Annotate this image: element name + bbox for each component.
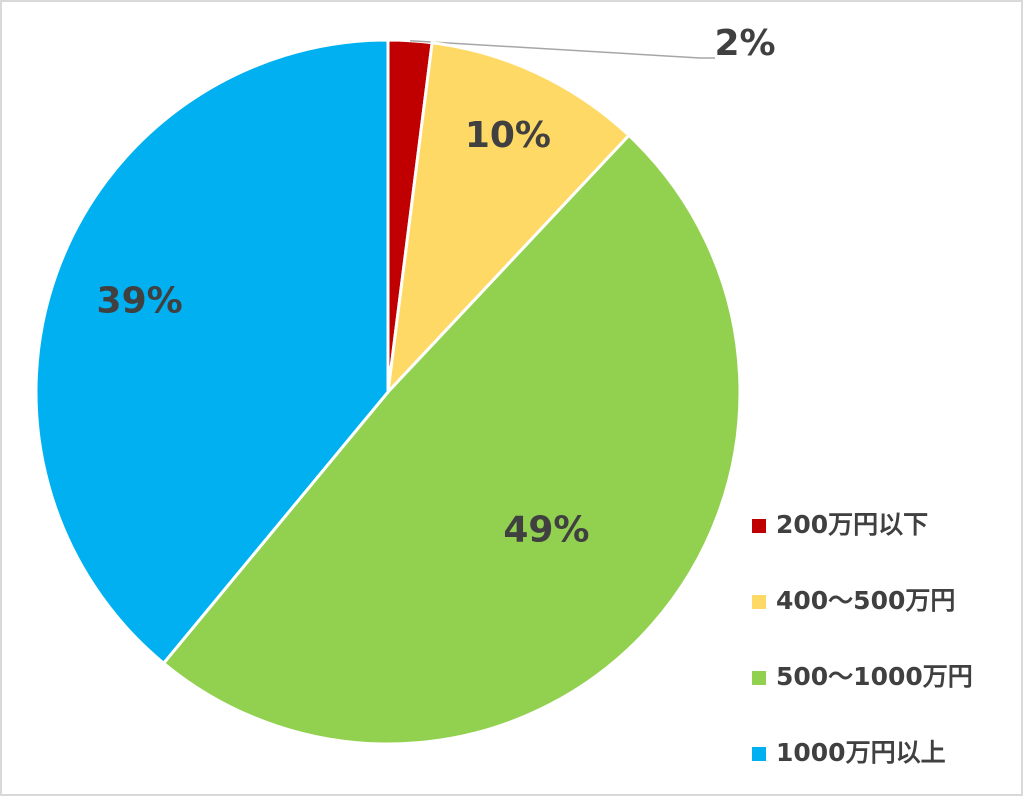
legend-label: 200万円以下 [776, 510, 928, 539]
data-label: 2% [714, 23, 775, 64]
pie-slice [385, 41, 632, 397]
legend-label: 500～1000万円 [776, 662, 973, 691]
pie-slice [161, 133, 742, 746]
legend-label: 400～500万円 [776, 586, 955, 615]
pie-slice [34, 38, 390, 666]
legend-swatch [752, 747, 766, 761]
leader-line [410, 39, 715, 59]
legend-swatch [752, 519, 766, 533]
data-label: 39% [97, 281, 183, 322]
data-label: 49% [503, 510, 589, 551]
legend-label: 1000万円以上 [776, 738, 946, 767]
legend-swatch [752, 595, 766, 609]
data-label: 10% [465, 115, 551, 156]
legend-swatch [752, 671, 766, 685]
